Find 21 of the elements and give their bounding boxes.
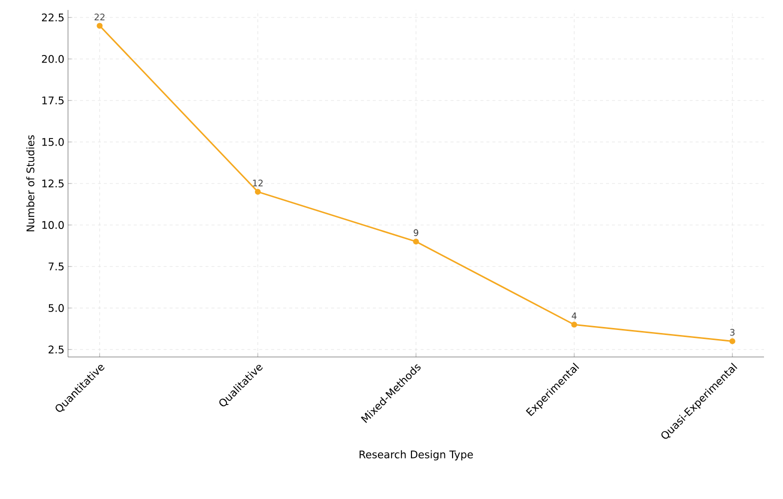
point: [729, 338, 736, 344]
data-label: 4: [572, 312, 577, 320]
y-tick-label: 20.0: [42, 55, 64, 63]
point: [571, 322, 578, 328]
x-axis-title: Research Design Type: [360, 450, 473, 460]
y-tick-label: 5.0: [48, 304, 64, 312]
data-label: 12: [253, 180, 263, 186]
y-tick-label: 12.5: [42, 180, 64, 188]
y-tick-label: 15.0: [42, 138, 64, 146]
y-tick-label: 22.5: [42, 14, 64, 22]
point: [96, 22, 103, 29]
point: [254, 188, 261, 195]
y-tick-label: 7.5: [48, 262, 64, 270]
y-tick-label: 10.0: [42, 221, 64, 229]
data-label: 22: [94, 14, 104, 20]
data-label: 9: [414, 229, 418, 236]
data-label: 3: [730, 328, 734, 336]
y-tick-label: 17.5: [42, 96, 64, 104]
y-tick-label: 2.5: [48, 346, 64, 354]
point: [413, 238, 419, 245]
y-axis-title: Number of Studies: [26, 135, 34, 232]
